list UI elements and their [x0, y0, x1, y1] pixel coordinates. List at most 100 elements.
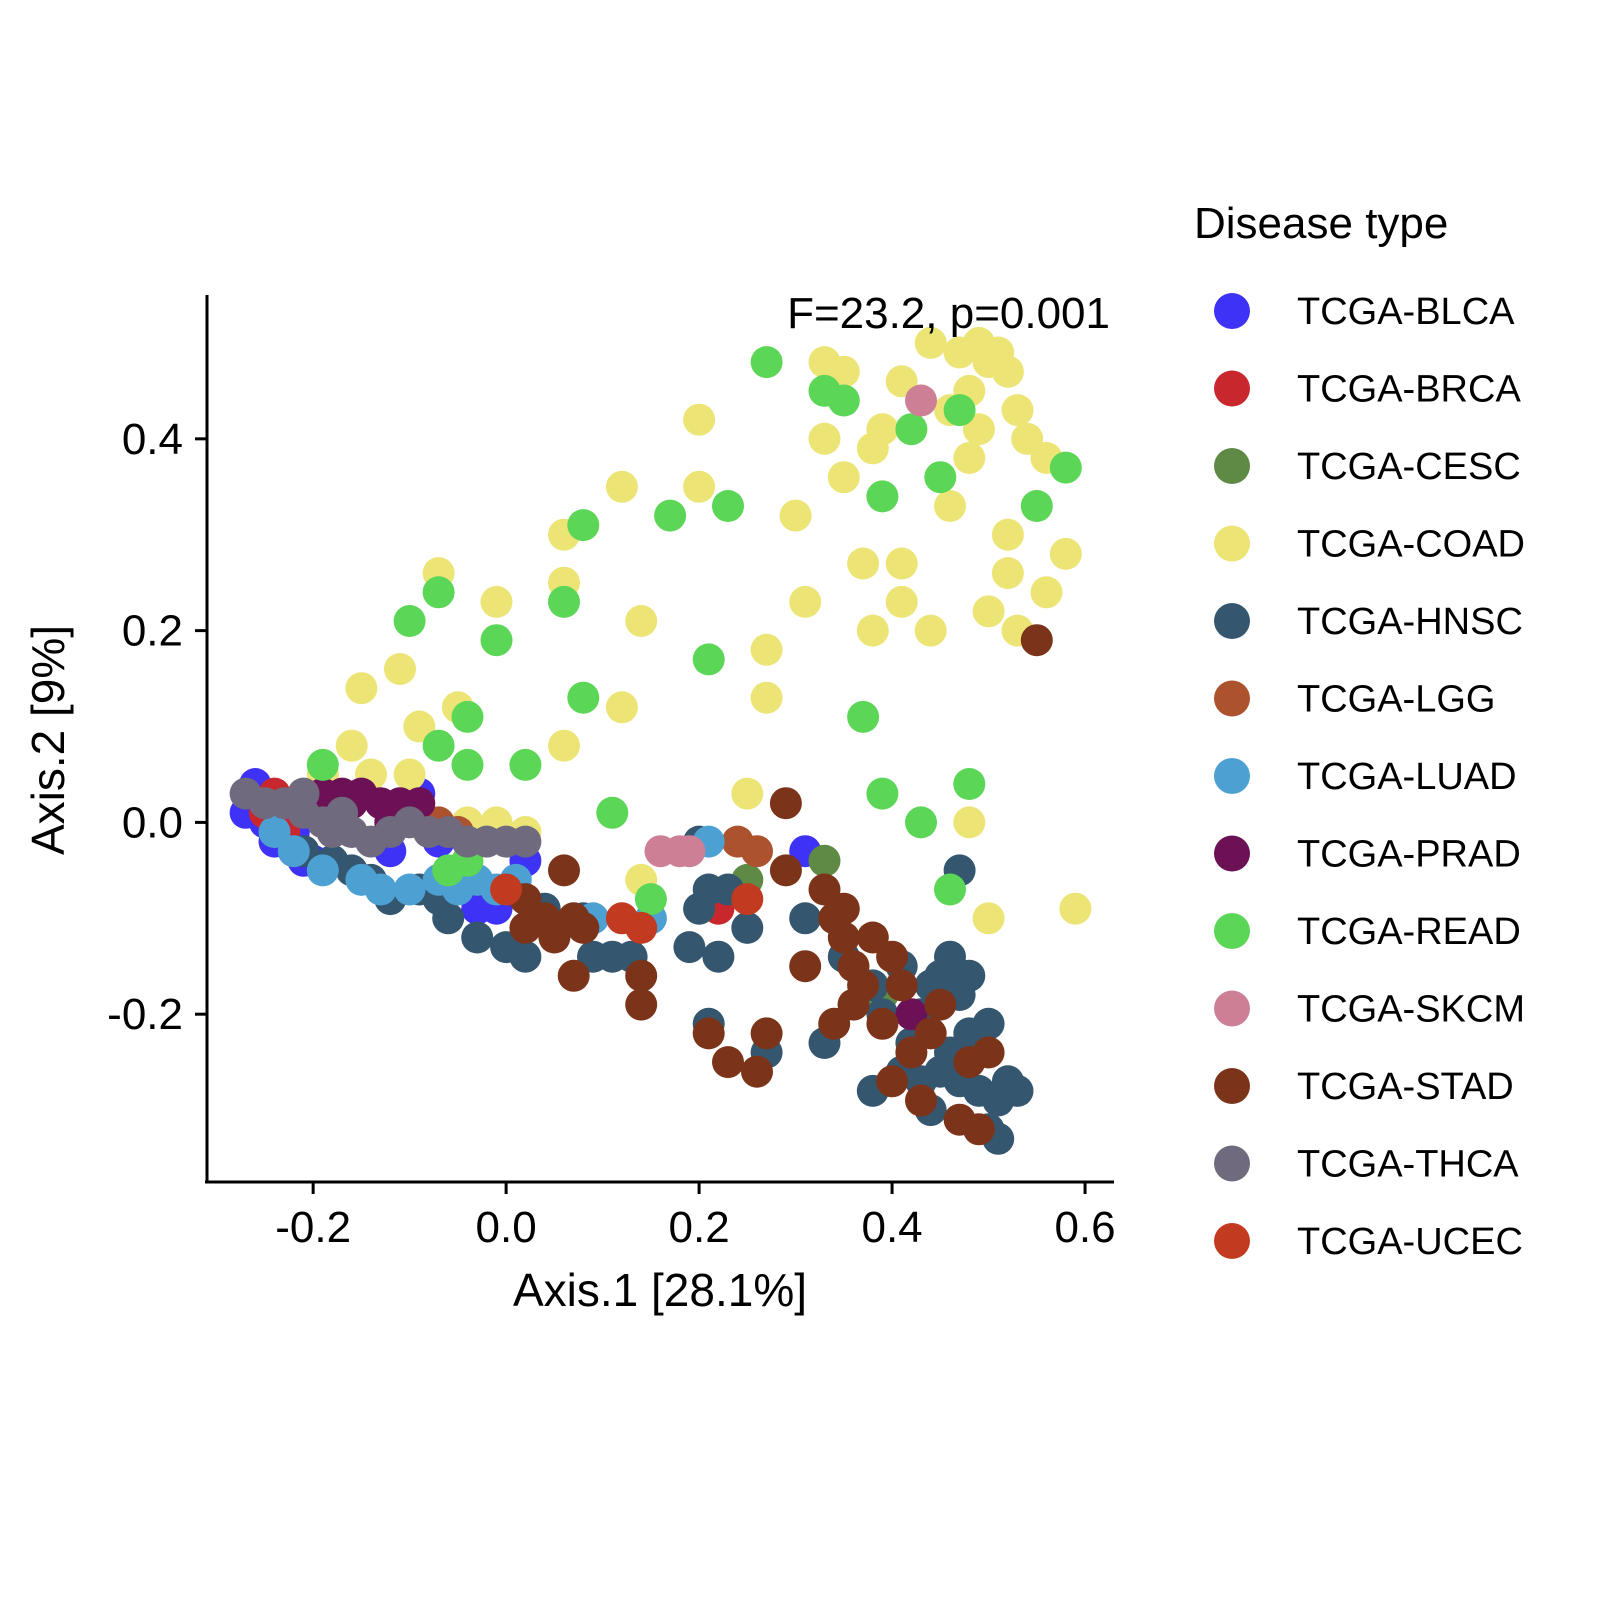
- legend-swatch-tcga-thca: [1214, 1145, 1250, 1182]
- x-tick-label-1: 0.0: [476, 1203, 537, 1252]
- point-tcga-coad-37: [885, 585, 918, 618]
- point-tcga-read-21: [866, 777, 899, 810]
- point-tcga-stad-12: [741, 1055, 773, 1088]
- legend-swatch-tcga-coad: [1214, 525, 1250, 562]
- point-tcga-stad-33: [924, 988, 957, 1021]
- point-tcga-read-7: [509, 748, 542, 781]
- point-tcga-coad-17: [605, 691, 638, 724]
- legend-swatch-tcga-luad: [1214, 758, 1250, 794]
- point-tcga-read-8: [548, 585, 580, 618]
- points-layer: [229, 326, 1092, 1155]
- y-tick-label-0: -0.2: [107, 990, 183, 1039]
- x-tick-label-0: -0.2: [275, 1203, 351, 1252]
- point-tcga-read-10: [567, 681, 600, 714]
- point-tcga-coad-22: [731, 777, 764, 810]
- point-tcga-read-26: [943, 394, 976, 427]
- point-tcga-thca-16: [287, 777, 320, 810]
- point-tcga-coad-39: [914, 326, 947, 359]
- y-tick-label-1: 0.0: [122, 798, 183, 847]
- point-tcga-thca-17: [326, 796, 359, 829]
- y-axis-title: Axis.2 [9%]: [22, 625, 74, 855]
- point-tcga-coad-60: [953, 806, 986, 839]
- legend-label-tcga-thca: TCGA-THCA: [1297, 1144, 1519, 1186]
- legend-swatch-tcga-stad: [1214, 1068, 1250, 1104]
- point-tcga-luad-5: [393, 873, 426, 906]
- point-tcga-coad-38: [914, 614, 947, 647]
- point-tcga-stad-16: [789, 950, 822, 983]
- legend: Disease type TCGA-BLCA TCGA-BRCA TCGA-CESC…: [1194, 199, 1525, 1263]
- point-tcga-read-16: [750, 346, 783, 379]
- point-tcga-coad-20: [683, 403, 716, 436]
- legend-swatch-tcga-brca: [1214, 370, 1250, 407]
- point-tcga-stad-11: [712, 1046, 744, 1079]
- point-tcga-coad-24: [750, 633, 783, 666]
- legend-label-tcga-stad: TCGA-STAD: [1297, 1066, 1514, 1108]
- point-tcga-luad-1: [277, 835, 310, 868]
- point-tcga-stad-26: [866, 1007, 899, 1040]
- legend-label-tcga-brca: TCGA-BRCA: [1297, 369, 1521, 411]
- point-tcga-coad-57: [1030, 576, 1063, 609]
- y-tick-label-3: 0.4: [122, 415, 183, 464]
- point-tcga-coad-2: [345, 672, 378, 705]
- x-tick-label-2: 0.2: [669, 1203, 730, 1252]
- point-tcga-read-1: [393, 605, 426, 637]
- point-tcga-read-6: [480, 624, 513, 657]
- legend-label-tcga-cesc: TCGA-CESC: [1297, 446, 1521, 488]
- legend-swatch-tcga-cesc: [1214, 448, 1250, 484]
- point-tcga-hnsc-45: [972, 1007, 1005, 1040]
- point-tcga-skcm-2: [673, 835, 706, 868]
- point-tcga-stad-20: [827, 892, 860, 925]
- point-tcga-stad-10: [692, 1017, 725, 1050]
- point-tcga-coad-18: [625, 605, 658, 637]
- point-tcga-stad-21: [827, 921, 860, 954]
- legend-label-tcga-ucec: TCGA-UCEC: [1297, 1221, 1523, 1263]
- stats-annotation: F=23.2, p=0.001: [787, 289, 1110, 338]
- point-tcga-coad-58: [1049, 537, 1082, 570]
- point-tcga-coad-47: [972, 595, 1005, 628]
- point-tcga-lgg-5: [741, 835, 773, 868]
- point-tcga-hnsc-10: [509, 940, 542, 973]
- point-tcga-read-23: [905, 806, 937, 839]
- point-tcga-coad-13: [548, 729, 580, 762]
- point-tcga-stad-15: [769, 854, 802, 887]
- point-tcga-coad-61: [972, 902, 1005, 935]
- point-tcga-coad-29: [827, 461, 860, 494]
- point-tcga-read-13: [654, 499, 687, 532]
- point-tcga-read-20: [866, 480, 899, 513]
- point-tcga-read-22: [895, 413, 928, 446]
- point-tcga-stad-38: [1020, 624, 1053, 657]
- point-tcga-ucec-3: [731, 883, 764, 916]
- legend-label-tcga-read: TCGA-READ: [1297, 911, 1521, 953]
- point-tcga-read-18: [827, 384, 860, 417]
- legend-label-tcga-hnsc: TCGA-HNSC: [1297, 601, 1523, 643]
- legend-swatch-tcga-ucec: [1214, 1223, 1250, 1259]
- point-tcga-coad-44: [953, 442, 986, 474]
- x-tick-label-3: 0.4: [861, 1203, 922, 1252]
- point-tcga-coad-54: [1001, 394, 1034, 427]
- point-tcga-coad-25: [779, 499, 812, 532]
- y-tick-label-2: 0.2: [122, 607, 183, 656]
- point-tcga-hnsc-18: [673, 931, 706, 964]
- legend-swatch-tcga-skcm: [1214, 990, 1250, 1027]
- point-tcga-coad-4: [384, 653, 416, 685]
- point-tcga-stad-14: [769, 787, 802, 820]
- legend-swatch-tcga-blca: [1214, 293, 1250, 329]
- point-tcga-read-3: [422, 729, 455, 762]
- legend-label-tcga-blca: TCGA-BLCA: [1297, 291, 1515, 333]
- point-tcga-coad-28: [808, 422, 841, 455]
- point-tcga-coad-50: [991, 355, 1024, 388]
- point-tcga-read-9: [567, 509, 600, 542]
- point-tcga-coad-32: [856, 614, 889, 647]
- point-tcga-stad-32: [914, 1017, 947, 1050]
- point-tcga-read-24: [924, 461, 957, 494]
- point-tcga-stad-27: [876, 940, 909, 973]
- legend-swatch-tcga-lgg: [1214, 680, 1250, 717]
- legend-swatch-tcga-prad: [1214, 835, 1250, 872]
- point-tcga-stad-28: [876, 1065, 909, 1098]
- point-tcga-stad-24: [847, 969, 880, 1002]
- point-tcga-stad-8: [625, 959, 658, 992]
- point-tcga-read-25: [934, 873, 966, 906]
- legend-swatch-tcga-read: [1214, 913, 1250, 949]
- point-tcga-coad-10: [480, 585, 513, 618]
- point-tcga-read-0: [306, 748, 339, 781]
